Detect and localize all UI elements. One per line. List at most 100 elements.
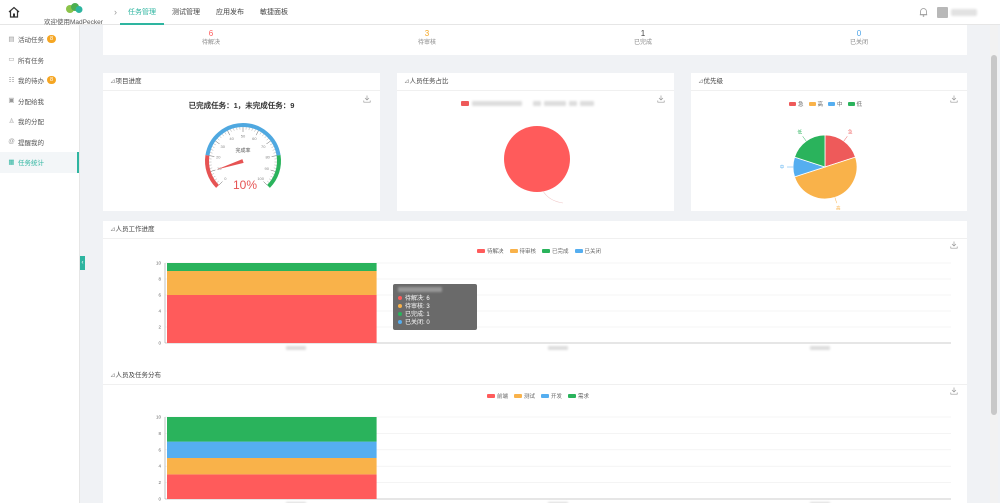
stat-pending: 6 待解决 — [103, 25, 319, 55]
legend-item[interactable]: 已关闭 — [574, 247, 601, 255]
logo: 欢迎使用MadPecker — [44, 2, 108, 26]
tooltip-row: 待审核: 3 — [398, 303, 472, 311]
legend-item[interactable]: 已完成 — [542, 247, 569, 255]
y-tick-label: 0 — [158, 497, 161, 502]
legend-item[interactable]: 高 — [808, 100, 823, 108]
gauge-tick — [209, 155, 215, 157]
y-tick-label: 6 — [158, 447, 161, 452]
avatar[interactable] — [937, 7, 948, 18]
username-redacted[interactable] — [951, 9, 977, 16]
pie-slice-label: 急 — [848, 129, 853, 135]
gauge-tick-label: 50 — [241, 134, 246, 139]
card-title: ⊿优先级 — [691, 73, 967, 91]
sidebar-item-all-tasks[interactable]: ▭ 所有任务 — [0, 50, 79, 71]
gauge-tick — [255, 130, 259, 136]
gauge-tick — [210, 152, 213, 154]
home-icon[interactable] — [8, 6, 20, 18]
gauge-tick — [209, 167, 213, 169]
legend-item[interactable]: 测试 — [514, 392, 535, 400]
download-icon[interactable] — [950, 241, 958, 249]
main-content: 6 待解决 3 待审核 1 已完成 0 已关闭 ⊿项目进度 已完成任务：1，未完… — [85, 25, 988, 503]
y-tick-label: 2 — [158, 480, 161, 485]
member-pie-chart — [504, 126, 570, 204]
gauge-tick — [270, 175, 273, 178]
stat-value: 1 — [640, 29, 646, 38]
bar-segment — [167, 417, 377, 442]
scrollbar-thumb[interactable] — [991, 55, 997, 415]
download-icon[interactable] — [950, 95, 958, 103]
legend-item[interactable]: 需求 — [568, 392, 589, 400]
gauge-tick — [224, 132, 227, 135]
tab-test-management[interactable]: 测试管理 — [172, 9, 200, 16]
sidebar-item-task-stats[interactable]: ▦ 任务统计 — [0, 152, 79, 173]
chart-icon: ⊿ — [110, 226, 116, 233]
sidebar-item-my-todo[interactable]: ☷ 我的待办 8 — [0, 70, 79, 91]
stat-value: 3 — [424, 29, 430, 38]
legend-redacted — [461, 101, 611, 107]
sidebar-collapse-button[interactable]: ‹ — [80, 256, 85, 270]
y-tick-label: 8 — [158, 431, 161, 436]
legend-item[interactable]: 开发 — [541, 392, 562, 400]
gauge-tick — [273, 152, 276, 154]
download-icon[interactable] — [950, 387, 958, 395]
stat-label: 待解决 — [201, 40, 220, 46]
sidebar-item-assigned-to-me[interactable]: ▣ 分配给我 — [0, 91, 79, 112]
legend-item[interactable]: 中 — [828, 100, 843, 108]
download-icon[interactable] — [363, 95, 371, 103]
pie-slice — [794, 156, 858, 200]
tab-task-management[interactable]: 任务管理 — [120, 0, 164, 25]
gauge-tick — [263, 181, 268, 186]
stat-label: 已完成 — [633, 40, 652, 46]
gauge-tick-label: 60 — [252, 136, 257, 141]
logo-text: 欢迎使用MadPecker — [44, 19, 103, 26]
tooltip-title-redacted — [398, 287, 442, 292]
gauge-tick-label: 20 — [216, 155, 221, 160]
sidebar-item-label: 任务统计 — [18, 160, 44, 168]
gauge-tick-label: 0 — [224, 176, 227, 181]
stat-closed: 0 已关闭 — [751, 25, 967, 55]
sidebar-item-active-tasks[interactable]: ▤ 活动任务 8 — [0, 29, 79, 50]
bar-segment — [167, 295, 377, 343]
priority-pie-chart: 急高 中 低 — [780, 129, 858, 211]
stat-label: 待审核 — [417, 40, 436, 46]
card-title: ⊿人员任务占比 — [397, 73, 674, 91]
stat-done: 1 已完成 — [535, 25, 751, 55]
gauge-tick — [233, 128, 235, 131]
pie-slice-label: 低 — [797, 129, 802, 136]
legend-item[interactable]: 前端 — [487, 392, 508, 400]
gauge-tick — [218, 181, 223, 186]
pie-label-line — [542, 190, 564, 204]
chart-icon: ⊿ — [404, 78, 410, 85]
y-tick-label: 8 — [158, 277, 161, 282]
page-scrollbar[interactable] — [990, 25, 998, 503]
legend-item[interactable]: 待解决 — [477, 247, 504, 255]
member-share-card: ⊿人员任务占比 — [397, 73, 674, 211]
tab-app-release[interactable]: 应用发布 — [216, 9, 244, 16]
gauge-tick — [219, 136, 222, 139]
x-tick-label-redacted — [286, 346, 306, 350]
gauge-tick-label: 80 — [265, 155, 270, 160]
pie-label-line — [802, 136, 807, 142]
inbox-icon: ▣ — [8, 97, 15, 105]
work-progress-bar-chart: 0 2 4 6 8 10 — [156, 261, 951, 350]
bar-segment — [167, 474, 377, 499]
gauge-tick — [266, 138, 269, 141]
legend-item[interactable]: 急 — [789, 100, 804, 108]
count-badge: 8 — [47, 35, 57, 44]
pie-slice — [504, 126, 570, 192]
project-progress-card: ⊿项目进度 已完成任务：1，未完成任务：9 010203040506070809… — [103, 73, 380, 211]
legend-item[interactable]: 低 — [847, 100, 862, 108]
bell-icon[interactable] — [919, 7, 928, 17]
card-title: ⊿项目进度 — [103, 73, 380, 91]
card-title: ⊿人员及任务分布 — [103, 367, 967, 385]
tab-agile-board[interactable]: 敏捷面板 — [260, 9, 288, 16]
legend-item[interactable]: 待审核 — [509, 247, 536, 255]
download-icon[interactable] — [657, 95, 665, 103]
gauge-tick — [212, 146, 215, 148]
stat-label: 已关闭 — [849, 40, 868, 46]
gauge-tick-label: 100 — [257, 176, 264, 181]
sidebar-item-mentions[interactable]: @ 提醒我的 — [0, 132, 79, 153]
bar-segment — [167, 458, 377, 475]
sidebar-item-my-assignments[interactable]: ♙ 我的分配 — [0, 111, 79, 132]
gauge-tick — [271, 173, 275, 175]
